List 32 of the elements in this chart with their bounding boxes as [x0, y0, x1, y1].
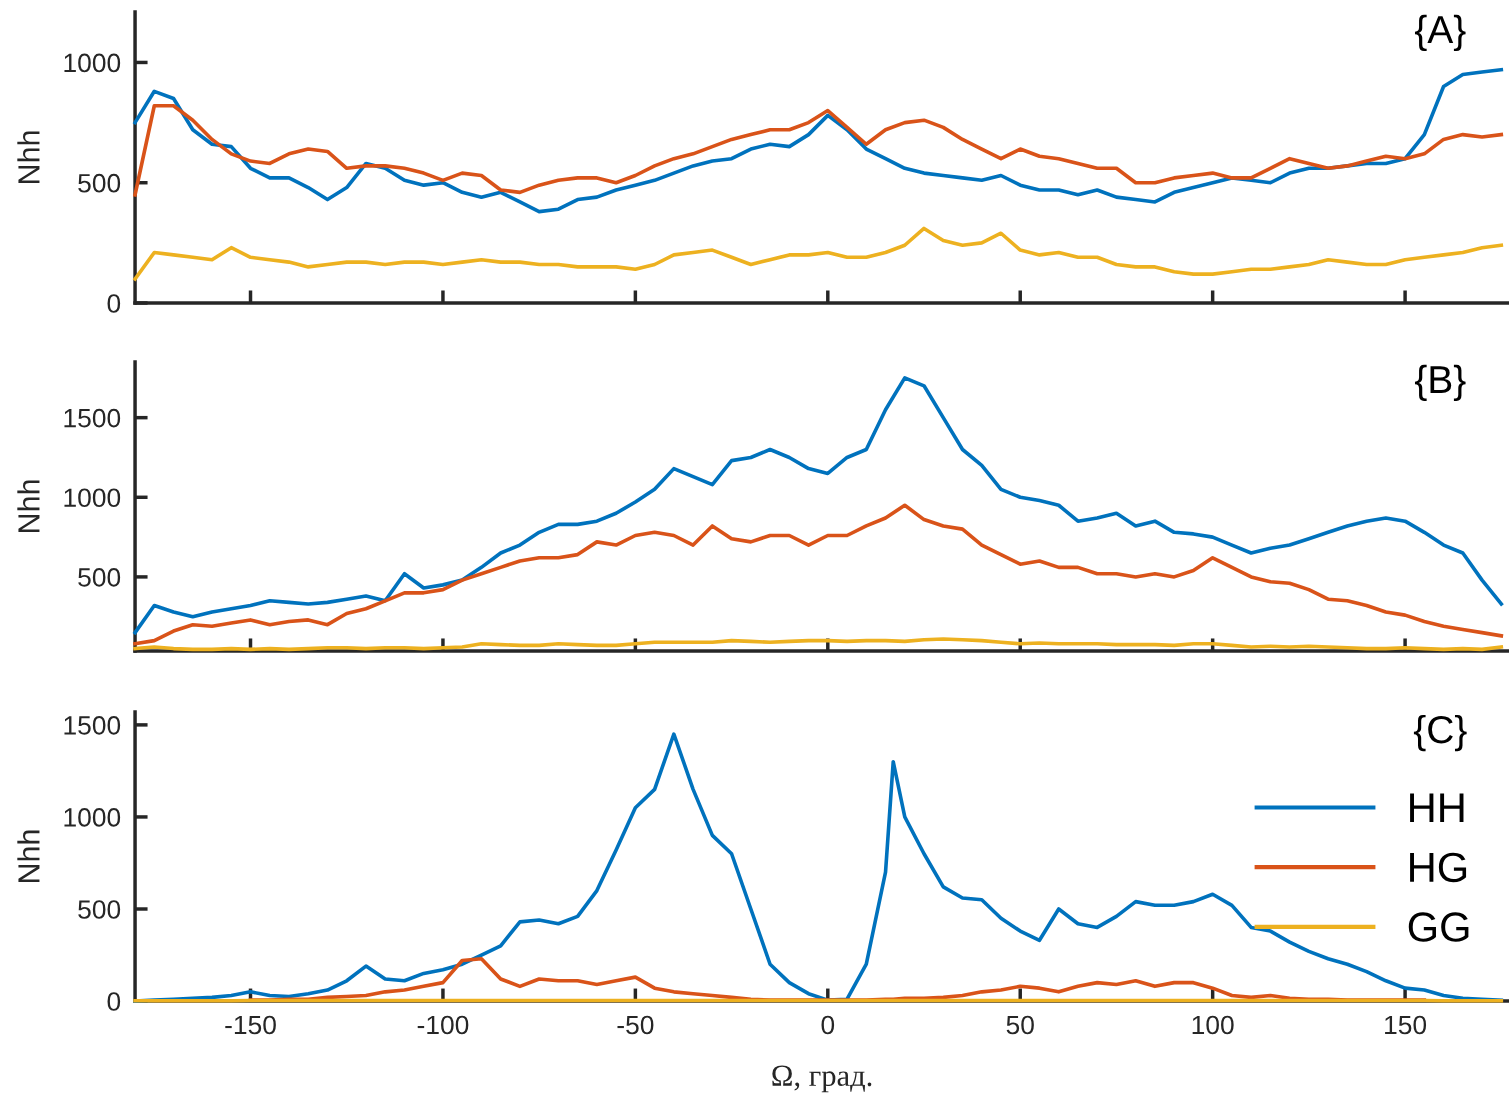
y-tick-label: 1500 [64, 408, 121, 428]
x-tick-label: -50 [617, 1015, 654, 1035]
annotation: {A} [1414, 14, 1466, 52]
annotation: {B} [1414, 364, 1466, 402]
legend-label: HH [1410, 793, 1464, 823]
x-tick-label: 0 [821, 1015, 835, 1035]
line-series [133, 67, 1504, 214]
y-axis-title: Nhh [17, 830, 40, 883]
x-tick-label: -100 [417, 1015, 469, 1035]
y-tick-label: 500 [78, 568, 121, 587]
x-axis-title: Ω, град. [772, 1065, 872, 1093]
y-tick-label: 1000 [64, 808, 121, 827]
y-tick-label: 500 [78, 900, 121, 919]
x-tick-label: 100 [1192, 1015, 1234, 1035]
line-series [133, 637, 1504, 652]
y-tick-label: 1500 [64, 716, 121, 735]
x-tick-label: 150 [1385, 1015, 1427, 1035]
x-tick-label: -150 [225, 1015, 276, 1035]
y-tick-label: 1000 [64, 53, 121, 73]
legend-label: GG [1408, 912, 1469, 942]
y-tick-label: 500 [78, 173, 121, 193]
y-axis-title: Nhh [17, 480, 40, 532]
y-tick-label: 0 [107, 294, 121, 313]
x-tick-label: 50 [1006, 1015, 1034, 1035]
line-series [133, 226, 1504, 281]
line-series [133, 103, 1504, 197]
y-tick-label: 1000 [64, 488, 121, 508]
y-tick-label: 0 [107, 992, 121, 1011]
y-axis-title: Nhh [17, 131, 40, 183]
annotation: {C} [1413, 714, 1467, 752]
line-series [133, 503, 1504, 646]
legend-label: HG [1410, 852, 1467, 883]
